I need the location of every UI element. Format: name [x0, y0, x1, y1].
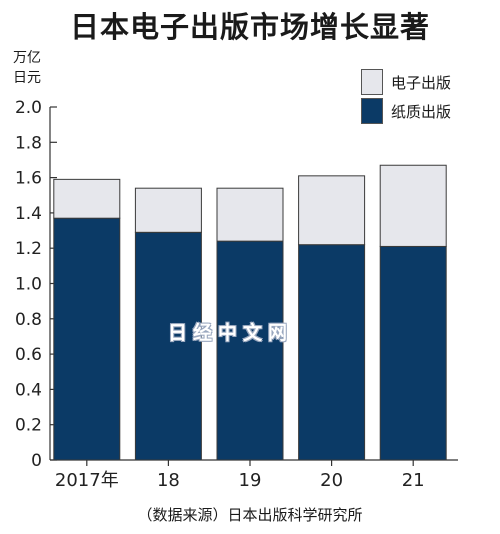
legend-label-electronic: 电子出版 — [391, 73, 452, 92]
y-tick-label: 1.4 — [15, 204, 42, 224]
y-tick-label: 1.6 — [15, 169, 42, 189]
bar-electronic-2 — [216, 187, 284, 242]
x-tick-label: 18 — [157, 470, 180, 491]
bar-electronic-1 — [134, 187, 202, 233]
bar-electronic-3 — [298, 175, 366, 246]
bar-print-3 — [298, 244, 366, 461]
y-tick-label: 2.0 — [15, 98, 42, 118]
y-tick-label: 0.8 — [15, 310, 42, 330]
legend-item-electronic: 电子出版 — [361, 69, 451, 95]
y-tick-label: 1.2 — [15, 239, 42, 259]
chart-title: 日本电子出版市场增长显著 — [69, 10, 430, 44]
bar-print-4 — [379, 245, 447, 461]
y-axis-unit-line2: 日元 — [13, 70, 41, 86]
y-tick-label: 0.4 — [15, 380, 42, 400]
watermark-text: 日经中文网 — [168, 322, 294, 344]
chart-source: （数据来源）日本出版科学研究所 — [137, 506, 363, 524]
y-axis-unit: 万亿 日元 — [13, 48, 41, 88]
x-tick-label: 19 — [239, 470, 262, 491]
y-tick-label: 0.6 — [15, 345, 42, 365]
legend-item-print: 纸质出版 — [361, 98, 451, 124]
bar-print-1 — [134, 231, 202, 461]
y-tick-label: 0 — [31, 451, 42, 471]
legend-swatch-print — [361, 98, 383, 124]
y-axis-unit-line1: 万亿 — [13, 50, 41, 66]
legend-swatch-electronic — [361, 69, 383, 95]
bar-electronic-4 — [379, 164, 447, 247]
x-tick-label: 21 — [402, 470, 425, 491]
bar-print-2 — [216, 240, 284, 461]
bar-print-0 — [53, 217, 121, 461]
x-tick-label: 2017年 — [55, 470, 119, 491]
y-tick-label: 1.8 — [15, 133, 42, 153]
bar-electronic-0 — [53, 178, 121, 219]
x-tick-label: 20 — [320, 470, 343, 491]
y-tick-label: 1.0 — [15, 275, 42, 295]
legend-label-print: 纸质出版 — [391, 102, 452, 121]
y-tick-label: 0.2 — [15, 416, 42, 436]
